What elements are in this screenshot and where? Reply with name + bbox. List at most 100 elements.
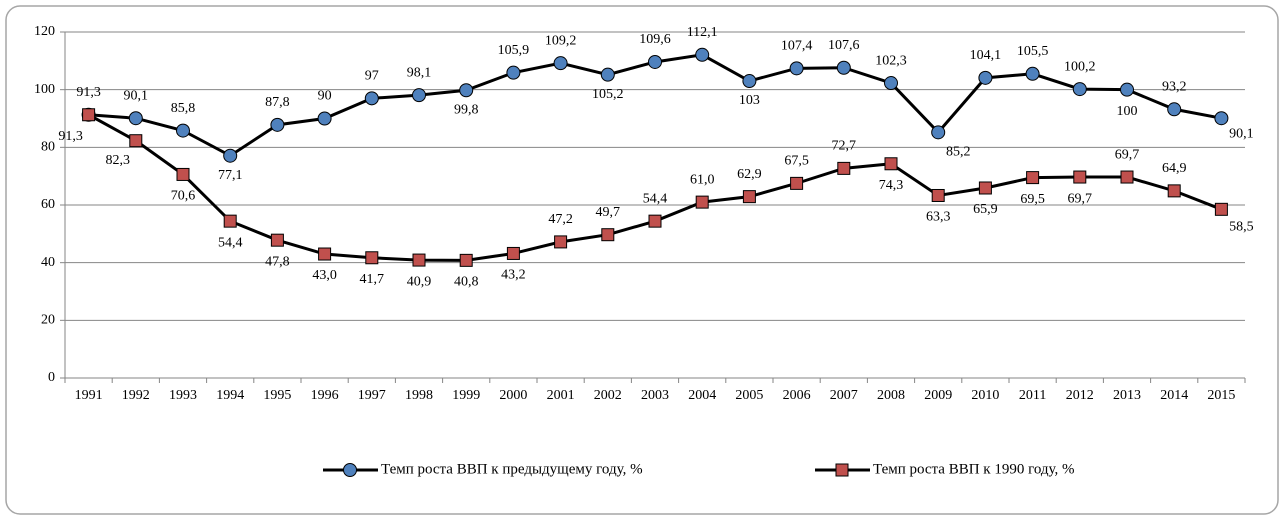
x-tick-label: 1996 bbox=[311, 388, 339, 403]
data-label: 67,5 bbox=[784, 154, 809, 169]
data-label: 99,8 bbox=[454, 102, 479, 117]
data-point bbox=[1167, 184, 1181, 198]
x-tick-label: 2003 bbox=[641, 388, 669, 403]
x-tick-label: 2009 bbox=[924, 388, 952, 403]
x-tick-label: 1992 bbox=[122, 388, 150, 403]
data-label: 40,9 bbox=[407, 274, 432, 289]
data-point bbox=[742, 74, 757, 89]
x-tick-label: 1995 bbox=[263, 388, 291, 403]
data-label: 72,7 bbox=[832, 139, 857, 154]
x-tick-label: 2002 bbox=[594, 388, 622, 403]
data-point bbox=[978, 70, 993, 85]
x-tick-label: 1993 bbox=[169, 388, 197, 403]
data-point bbox=[459, 83, 474, 98]
data-point bbox=[1026, 171, 1040, 185]
data-point bbox=[1167, 102, 1182, 117]
data-label: 85,8 bbox=[171, 101, 196, 116]
data-label: 65,9 bbox=[973, 202, 998, 217]
data-label: 54,4 bbox=[218, 235, 243, 250]
data-point bbox=[364, 91, 379, 106]
data-point bbox=[695, 47, 710, 62]
data-label: 102,3 bbox=[875, 53, 907, 68]
x-tick-label: 2010 bbox=[971, 388, 999, 403]
data-point bbox=[600, 67, 615, 82]
data-point bbox=[1120, 170, 1134, 184]
data-point bbox=[695, 195, 709, 209]
x-tick-label: 2014 bbox=[1160, 388, 1188, 403]
data-point bbox=[1214, 111, 1229, 126]
data-point bbox=[365, 251, 379, 265]
data-point bbox=[1214, 202, 1228, 216]
y-tick-label: 100 bbox=[34, 82, 55, 97]
x-tick-label: 1991 bbox=[75, 388, 103, 403]
data-point bbox=[270, 117, 285, 132]
data-label: 58,5 bbox=[1229, 220, 1254, 235]
data-label: 91,3 bbox=[76, 85, 101, 100]
data-point bbox=[82, 108, 96, 122]
y-tick-label: 60 bbox=[41, 197, 55, 212]
legend-marker bbox=[343, 463, 357, 477]
data-label: 47,8 bbox=[265, 254, 290, 269]
data-label: 112,1 bbox=[687, 25, 718, 40]
data-label: 107,6 bbox=[828, 38, 860, 53]
data-label: 107,4 bbox=[781, 39, 813, 54]
legend-label: Темп роста ВВП к предыдущему году, % bbox=[381, 461, 643, 477]
data-point bbox=[884, 157, 898, 171]
data-label: 97 bbox=[365, 69, 379, 84]
data-label: 105,2 bbox=[592, 87, 624, 102]
data-point bbox=[506, 246, 520, 260]
data-point bbox=[1120, 82, 1134, 97]
data-label: 69,7 bbox=[1115, 147, 1140, 162]
x-tick-label: 2006 bbox=[783, 388, 811, 403]
data-label: 100 bbox=[1117, 104, 1138, 119]
x-tick-label: 2011 bbox=[1019, 388, 1046, 403]
data-label: 93,2 bbox=[1162, 79, 1187, 94]
data-point bbox=[931, 188, 945, 202]
y-tick-label: 0 bbox=[48, 370, 55, 385]
data-label: 91,3 bbox=[58, 129, 83, 144]
data-point bbox=[129, 134, 143, 148]
y-tick-label: 40 bbox=[41, 255, 55, 270]
data-label: 90,1 bbox=[124, 88, 149, 103]
data-label: 100,2 bbox=[1064, 59, 1096, 74]
x-tick-label: 2005 bbox=[735, 388, 763, 403]
x-tick-label: 2001 bbox=[547, 388, 575, 403]
data-point bbox=[223, 214, 237, 228]
data-label: 87,8 bbox=[265, 95, 290, 110]
x-tick-label: 1999 bbox=[452, 388, 480, 403]
data-point bbox=[176, 123, 190, 138]
x-tick-label: 1998 bbox=[405, 388, 433, 403]
y-tick-label: 20 bbox=[41, 313, 55, 328]
data-point bbox=[223, 148, 238, 163]
data-label: 77,1 bbox=[218, 168, 243, 183]
y-tick-label: 120 bbox=[34, 24, 55, 39]
data-point bbox=[553, 56, 568, 71]
data-label: 82,3 bbox=[106, 153, 131, 168]
chart-border bbox=[5, 5, 1279, 515]
data-label: 64,9 bbox=[1162, 161, 1187, 176]
data-point bbox=[648, 214, 662, 228]
data-label: 85,2 bbox=[946, 145, 971, 160]
data-point bbox=[506, 65, 521, 80]
data-point bbox=[931, 125, 946, 140]
data-point bbox=[318, 247, 332, 261]
x-tick-label: 2008 bbox=[877, 388, 905, 403]
data-point bbox=[1025, 66, 1040, 81]
data-label: 63,3 bbox=[926, 210, 951, 225]
data-point bbox=[742, 190, 756, 204]
data-label: 109,2 bbox=[545, 33, 577, 48]
data-point bbox=[790, 176, 804, 190]
x-tick-label: 1994 bbox=[216, 388, 244, 403]
data-point bbox=[601, 228, 615, 242]
data-point bbox=[270, 233, 284, 247]
data-point bbox=[412, 88, 426, 103]
data-label: 103 bbox=[739, 93, 760, 108]
data-point bbox=[412, 253, 426, 267]
data-point bbox=[837, 161, 851, 175]
data-point bbox=[836, 60, 851, 75]
data-label: 98,1 bbox=[407, 65, 432, 80]
x-tick-label: 2004 bbox=[688, 388, 716, 403]
data-point bbox=[789, 61, 804, 76]
legend-label: Темп роста ВВП к 1990 году, % bbox=[873, 461, 1075, 477]
